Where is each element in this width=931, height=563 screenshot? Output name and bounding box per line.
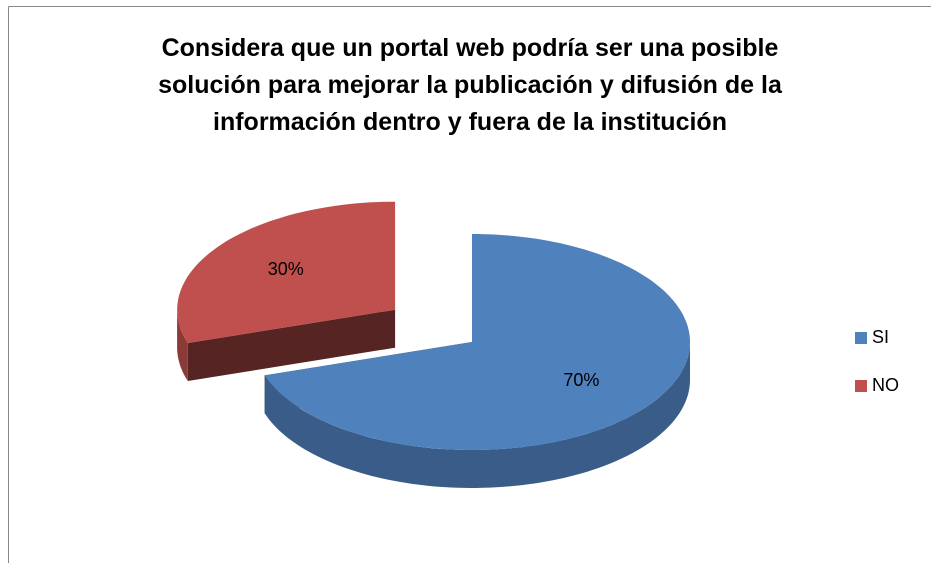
legend-label: SI (872, 327, 889, 347)
legend-swatch (855, 332, 867, 344)
data-label: 70% (563, 370, 599, 390)
slice-side (187, 309, 396, 381)
data-label: 30% (268, 259, 304, 279)
slice (177, 201, 396, 343)
slice-side (177, 309, 188, 381)
legend-swatch (855, 380, 867, 392)
slice (264, 234, 690, 450)
slice-side (264, 342, 690, 488)
chart-title: Considera que un portal web podría ser u… (158, 34, 782, 136)
legend-label: NO (872, 375, 899, 395)
